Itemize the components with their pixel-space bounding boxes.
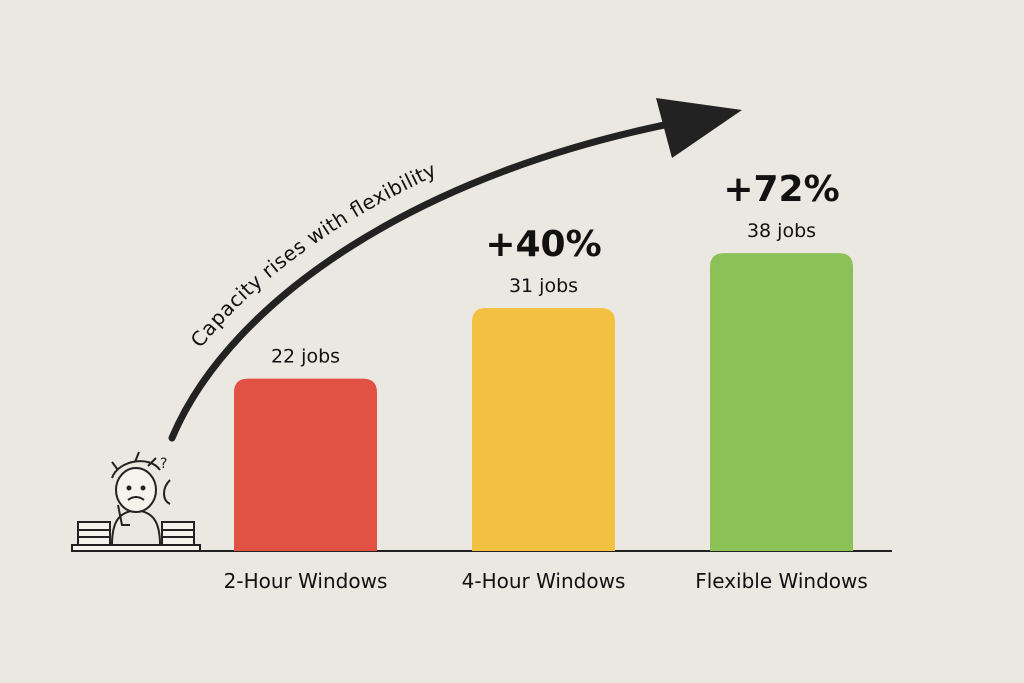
change-label: +72% — [723, 169, 839, 210]
x-tick-label: 4-Hour Windows — [462, 569, 626, 593]
bar — [710, 253, 853, 552]
x-tick-label: Flexible Windows — [695, 569, 868, 593]
x-tick-label: 2-Hour Windows — [224, 569, 388, 593]
data-label: 38 jobs — [747, 220, 816, 242]
change-label: +40% — [485, 224, 601, 265]
data-label: 22 jobs — [271, 346, 340, 368]
svg-text:?: ? — [160, 456, 167, 472]
bar — [472, 308, 615, 551]
rising-arrow-icon — [168, 98, 742, 442]
stressed-person-at-desk-icon: ? — [71, 451, 201, 552]
bar — [234, 378, 377, 551]
annotation-text: Capacity rises with flexibility — [186, 158, 440, 352]
data-label: 31 jobs — [509, 275, 578, 297]
